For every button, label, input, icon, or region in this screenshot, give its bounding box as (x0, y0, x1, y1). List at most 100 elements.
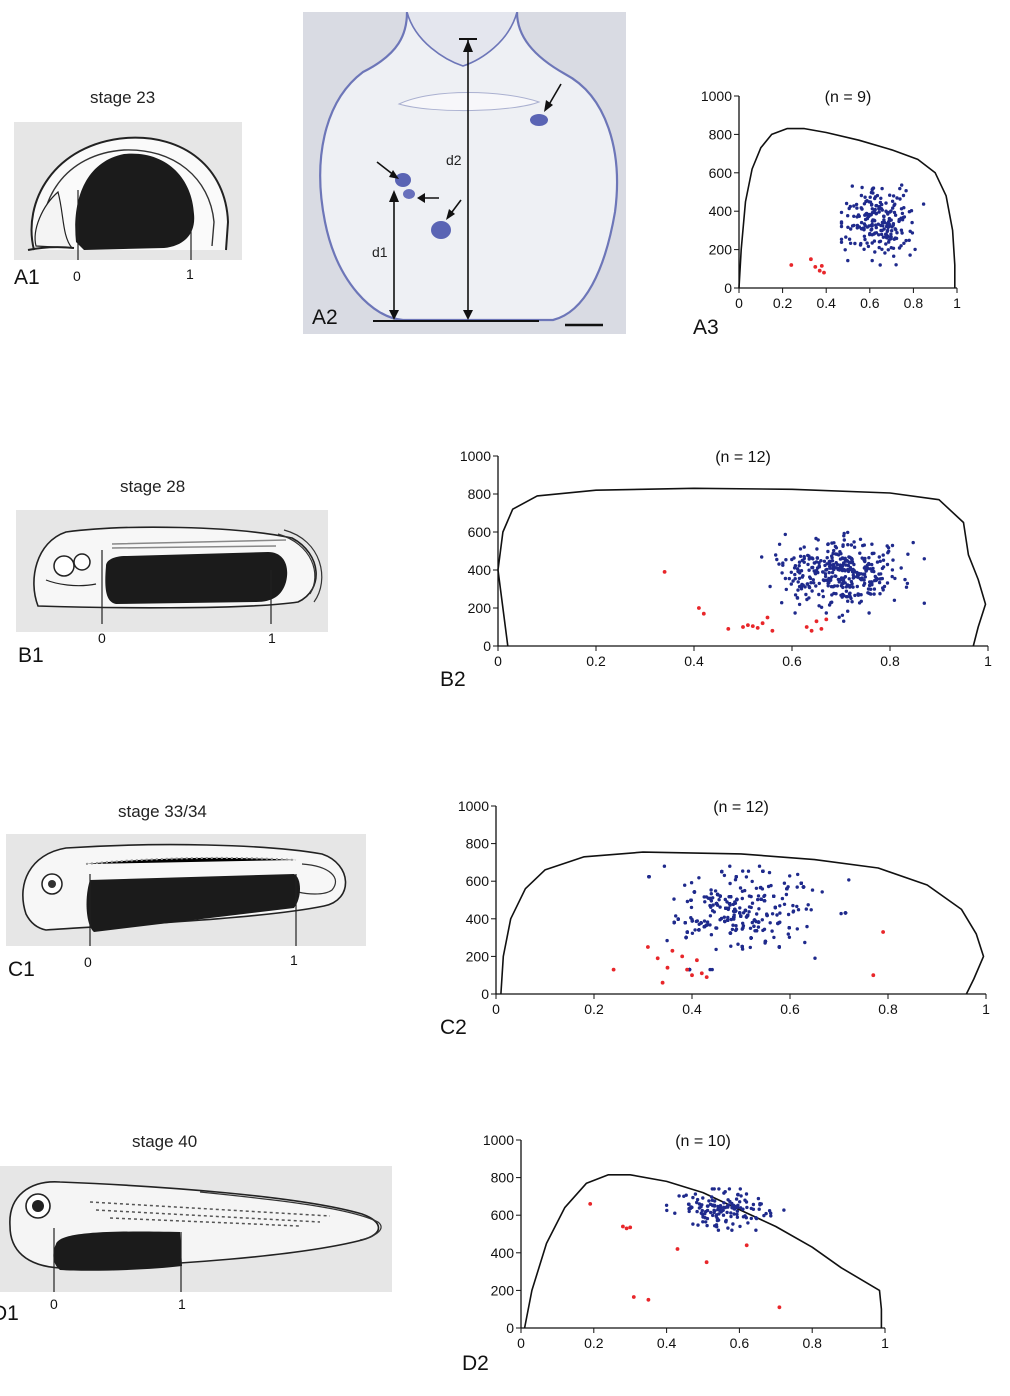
blue-data-point (855, 206, 859, 210)
panel-label-c2: C2 (440, 1016, 467, 1039)
blue-data-point (807, 554, 811, 558)
blue-data-point (708, 923, 712, 927)
blue-data-point (888, 193, 892, 197)
blue-data-point (867, 556, 871, 560)
blue-data-point (875, 193, 880, 198)
red-data-point (704, 1260, 709, 1265)
blue-data-point (831, 551, 835, 556)
x-tick-label: 1 (982, 1001, 990, 1017)
blue-data-point (841, 585, 845, 590)
blue-data-point (878, 592, 882, 596)
blue-data-point (880, 208, 884, 212)
blue-data-point (752, 918, 757, 922)
blue-data-point (834, 566, 839, 570)
blue-data-point (887, 216, 892, 221)
blue-data-point (735, 1212, 739, 1217)
x-tick-label: 0.6 (860, 295, 880, 311)
blue-data-point (807, 557, 811, 561)
blue-data-point (740, 896, 744, 901)
blue-data-point (791, 579, 795, 583)
blue-data-point (727, 1203, 731, 1207)
blue-data-point (773, 905, 777, 910)
blue-data-point (827, 559, 831, 564)
blue-data-point (866, 244, 871, 249)
blue-data-point (703, 1212, 707, 1216)
scatter-chart-a3: 0 200 400 600 800 1000 0 0.2 0.4 0.6 0.8 1 (n = 9) (701, 88, 961, 311)
blue-data-point (726, 915, 730, 920)
blue-data-point (713, 889, 718, 893)
blue-data-point (778, 904, 782, 908)
blue-data-point (722, 1191, 726, 1195)
blue-data-point (759, 1202, 763, 1206)
x-tick-label: 0.8 (904, 295, 924, 311)
embryo-outline (500, 851, 985, 995)
blue-data-point (736, 942, 740, 946)
blue-data-point (858, 551, 862, 555)
y-tick-label: 800 (709, 126, 733, 142)
blue-data-point (887, 240, 891, 244)
blue-data-point (726, 918, 730, 922)
red-data-point (690, 973, 694, 978)
red-data-point (680, 954, 685, 959)
blue-data-point (893, 213, 898, 217)
x-tick-label: 1 (881, 1335, 889, 1351)
blue-data-point (876, 222, 880, 226)
blue-data-point (843, 575, 848, 579)
blue-data-point (780, 571, 784, 575)
blue-data-point (714, 947, 718, 952)
blue-data-point (647, 875, 651, 879)
red-data-point (824, 617, 829, 622)
blue-data-point (868, 232, 872, 237)
stage-title-c: stage 33/34 (118, 802, 207, 821)
blue-data-point (704, 895, 709, 899)
blue-data-point (885, 581, 890, 585)
blue-data-point (735, 897, 739, 902)
blue-data-point (664, 1203, 669, 1207)
blue-data-point (797, 560, 802, 564)
blue-data-point (695, 1209, 699, 1214)
blue-data-point (881, 558, 886, 562)
blue-data-point (840, 613, 845, 617)
blue-data-point (872, 592, 876, 596)
blue-data-point (787, 576, 791, 581)
blue-data-point (793, 572, 797, 577)
blue-data-point (802, 545, 806, 549)
blue-data-point (817, 581, 821, 586)
red-data-point (628, 1225, 633, 1230)
blue-data-point (735, 1209, 740, 1213)
blue-data-point (877, 580, 882, 585)
blue-data-point (727, 902, 732, 906)
red-data-point (770, 628, 775, 633)
x-tick-label: 0.8 (880, 653, 900, 669)
blue-data-point (890, 199, 895, 203)
blue-data-point (905, 581, 910, 586)
blue-data-point (756, 920, 761, 924)
y-tick-label: 800 (468, 486, 492, 502)
blue-data-point (775, 913, 779, 917)
blue-data-point (734, 927, 739, 931)
blue-data-point (704, 1220, 708, 1224)
blue-data-point (805, 924, 809, 929)
blue-data-point (858, 243, 863, 247)
blue-data-point (738, 906, 742, 910)
blue-data-point (808, 576, 813, 581)
blue-data-point (852, 545, 857, 549)
red-data-point (777, 1305, 782, 1310)
blue-data-point (684, 1193, 688, 1197)
blue-data-point (706, 1204, 710, 1208)
blue-data-point (757, 907, 761, 911)
blue-data-point (718, 894, 722, 898)
blue-data-point (898, 197, 902, 201)
blue-data-point (782, 1208, 786, 1212)
blue-data-point (890, 574, 894, 579)
blue-data-point (815, 547, 819, 551)
y-tick-label: 1000 (701, 88, 732, 104)
y-tick-label: 400 (491, 1245, 515, 1261)
y-tick-label: 600 (491, 1207, 515, 1223)
blue-data-point (757, 1207, 761, 1211)
blue-data-point (833, 574, 837, 578)
embryo-outline (523, 1174, 883, 1329)
blue-data-point (754, 1216, 758, 1220)
blue-data-point (757, 864, 762, 868)
axis-mark-zero: 0 (73, 268, 81, 284)
